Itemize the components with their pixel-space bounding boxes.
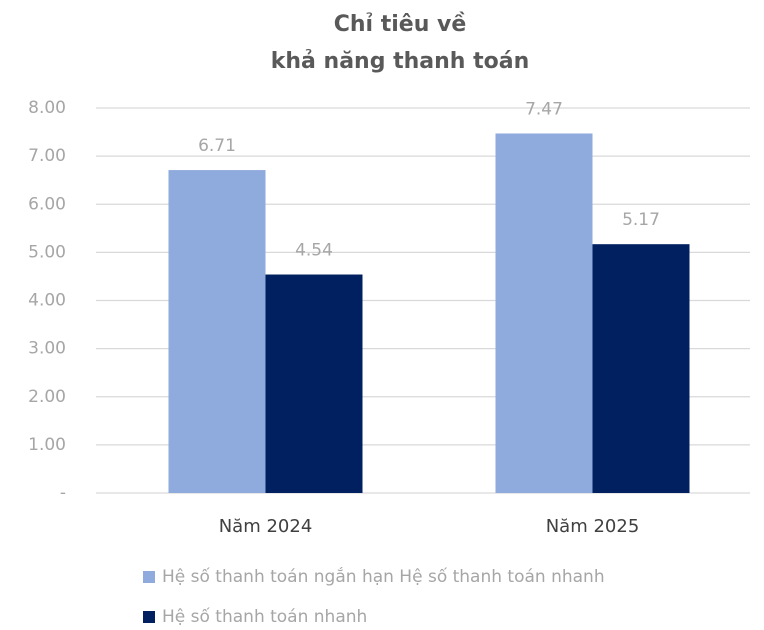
chart-title: khả năng thanh toán — [271, 49, 530, 74]
x-tick-label: Năm 2025 — [546, 516, 640, 537]
bar — [168, 170, 266, 494]
legend-swatch — [143, 571, 155, 583]
x-tick-label: Năm 2024 — [219, 516, 313, 537]
value-label: 7.47 — [525, 100, 563, 120]
value-label: 6.71 — [198, 136, 236, 156]
bar — [592, 244, 690, 493]
legend-swatch — [143, 611, 155, 623]
y-tick-label: - — [60, 483, 66, 503]
y-tick-label: 2.00 — [28, 387, 66, 407]
y-tick-label: 4.00 — [28, 291, 66, 311]
legend-label: Hệ số thanh toán nhanh — [162, 606, 367, 627]
value-label: 4.54 — [295, 241, 333, 261]
y-tick-label: 1.00 — [28, 435, 66, 455]
chart-title: Chỉ tiêu về — [334, 12, 467, 37]
value-label: 5.17 — [622, 210, 660, 230]
y-tick-label: 6.00 — [28, 194, 66, 214]
y-tick-label: 8.00 — [28, 98, 66, 118]
bar — [495, 133, 593, 493]
legend-label: Hệ số thanh toán ngắn hạn Hệ số thanh to… — [162, 566, 605, 587]
y-tick-label: 7.00 — [28, 146, 66, 166]
y-tick-label: 5.00 — [28, 242, 66, 262]
y-tick-label: 3.00 — [28, 339, 66, 359]
bar — [265, 274, 363, 493]
